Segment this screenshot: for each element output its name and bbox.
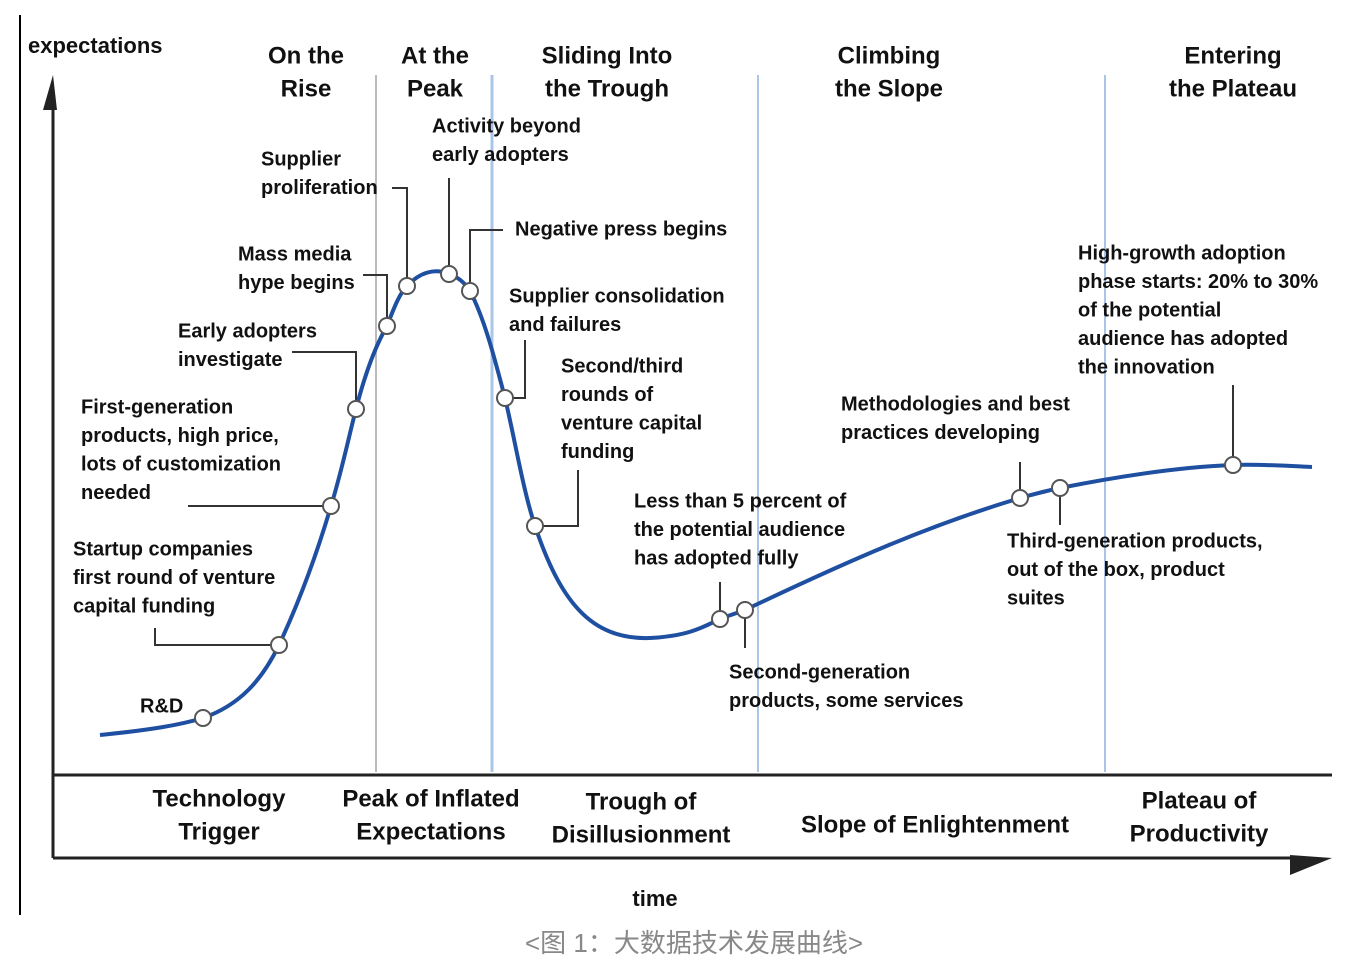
phase-heading: Entering xyxy=(1184,42,1281,69)
annotation: Methodologies and best xyxy=(841,393,1070,415)
annotation: R&D xyxy=(140,695,183,717)
annotation: phase starts: 20% to 30% xyxy=(1078,271,1318,293)
phase-name: Trough of xyxy=(586,788,698,815)
phase-separators xyxy=(375,75,1106,772)
annotation: of the potential xyxy=(1078,299,1221,321)
marker xyxy=(1224,456,1242,474)
curve-markers xyxy=(194,265,1242,727)
annotation: audience has adopted xyxy=(1078,328,1288,350)
marker xyxy=(398,277,416,295)
marker xyxy=(461,282,479,300)
annotation: suites xyxy=(1007,587,1065,609)
annotation: out of the box, product xyxy=(1007,559,1225,581)
annotation: Supplier xyxy=(261,148,341,170)
annotation: Supplier consolidation xyxy=(509,285,725,307)
marker xyxy=(322,497,340,515)
marker xyxy=(347,400,365,418)
marker xyxy=(270,636,288,654)
marker xyxy=(711,610,729,628)
y-axis-label: expectations xyxy=(28,33,163,58)
annotation: Activity beyond xyxy=(432,115,581,137)
annotation: practices developing xyxy=(841,422,1040,444)
annotation: lots of customization xyxy=(81,453,281,475)
annotation: and failures xyxy=(509,314,621,336)
phase-name: Technology xyxy=(153,785,287,812)
phase-name: Disillusionment xyxy=(552,821,731,848)
annotation: the innovation xyxy=(1078,356,1215,378)
annotation: Second/third xyxy=(561,355,683,377)
annotation: Negative press begins xyxy=(515,218,727,240)
marker xyxy=(736,601,754,619)
annotation: capital funding xyxy=(73,595,215,617)
phase-heading: Sliding Into xyxy=(542,42,673,69)
annotation: Less than 5 percent of xyxy=(634,490,847,512)
annotation: products, high price, xyxy=(81,425,279,447)
annotation: Mass media xyxy=(238,243,352,265)
annotation: investigate xyxy=(178,349,282,371)
phase-heading: At the xyxy=(401,42,469,69)
caption: <图 1：大数据技术发展曲线> xyxy=(525,928,863,958)
annotation: rounds of xyxy=(561,384,654,406)
marker xyxy=(526,517,544,535)
marker xyxy=(496,389,514,407)
annotation: First-generation xyxy=(81,396,233,418)
phase-heading: On the xyxy=(268,42,344,69)
phase-name: Expectations xyxy=(356,818,505,845)
annotation: Early adopters xyxy=(178,320,317,342)
phase-name: Slope of Enlightenment xyxy=(801,811,1069,838)
annotation: first round of venture xyxy=(73,567,275,589)
annotation: High-growth adoption xyxy=(1078,242,1286,264)
annotation: Third-generation products, xyxy=(1007,530,1263,552)
marker xyxy=(378,317,396,335)
marker xyxy=(1051,479,1069,497)
phase-heading: the Plateau xyxy=(1169,75,1297,102)
phase-heading: Climbing xyxy=(838,42,941,69)
annotation: needed xyxy=(81,482,151,504)
marker xyxy=(194,709,212,727)
annotation: has adopted fully xyxy=(634,547,799,569)
phase-name: Peak of Inflated xyxy=(342,785,519,812)
x-axis-label: time xyxy=(632,886,677,911)
phase-heading: Peak xyxy=(407,75,464,102)
phase-name: Trigger xyxy=(178,818,259,845)
phase-heading: the Trough xyxy=(545,75,669,102)
annotation: proliferation xyxy=(261,177,378,199)
labels: expectations time <图 1：大数据技术发展曲线> On the Ris… xyxy=(28,33,1318,958)
phase-name: Plateau of xyxy=(1142,787,1258,814)
marker xyxy=(440,265,458,283)
annotation: Startup companies xyxy=(73,538,253,560)
annotation: early adopters xyxy=(432,144,569,166)
axes xyxy=(43,75,1332,875)
annotation: venture capital xyxy=(561,412,702,434)
phase-heading: Rise xyxy=(281,75,332,102)
annotation: the potential audience xyxy=(634,519,845,541)
marker xyxy=(1011,489,1029,507)
annotation: hype begins xyxy=(238,272,355,294)
annotation: funding xyxy=(561,441,634,463)
phase-name: Productivity xyxy=(1130,820,1269,847)
annotation: Second-generation xyxy=(729,661,910,683)
phase-heading: the Slope xyxy=(835,75,943,102)
annotation: products, some services xyxy=(729,690,964,712)
